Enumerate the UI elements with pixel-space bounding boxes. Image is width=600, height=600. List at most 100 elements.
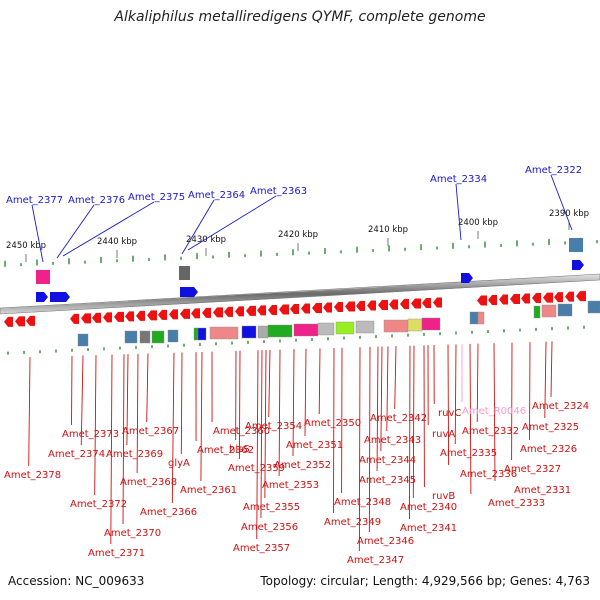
forward-gene-arrow xyxy=(186,287,198,297)
gene-label-amet-2335: Amet_2335 xyxy=(440,448,497,459)
domain-block xyxy=(533,305,541,319)
domain-block xyxy=(209,326,239,340)
reverse-gene-arrow xyxy=(169,309,178,320)
forward-leader-line xyxy=(550,174,573,231)
domain-block xyxy=(151,330,165,344)
domain-block xyxy=(197,327,207,341)
gene-label-amet-2375: Amet_2375 xyxy=(128,192,185,203)
reverse-leader-line xyxy=(200,351,203,482)
gene-label-amet-2327: Amet_2327 xyxy=(504,464,561,475)
reverse-gene-arrow xyxy=(543,292,553,303)
reverse-gene-arrow xyxy=(312,302,322,313)
gene-label-amet-2368: Amet_2368 xyxy=(120,477,177,488)
gene-label-amet-2360: Amet_2360 xyxy=(213,426,270,437)
reverse-gene-arrow xyxy=(279,304,289,315)
gene-label-amet-2351: Amet_2351 xyxy=(286,440,343,451)
reverse-leader-line xyxy=(268,349,271,418)
domain-block xyxy=(267,324,293,338)
forward-leader-line xyxy=(62,201,155,257)
domain-block xyxy=(541,304,557,318)
reverse-leader-line xyxy=(447,344,450,466)
domain-block xyxy=(355,320,375,334)
reverse-gene-arrow xyxy=(125,311,134,322)
reverse-gene-arrow xyxy=(554,292,563,303)
domain-block xyxy=(36,270,50,284)
reverse-leader-line xyxy=(544,341,547,419)
reverse-gene-arrow xyxy=(576,291,586,302)
domain-block xyxy=(257,325,269,339)
reverse-gene-arrow xyxy=(202,307,211,318)
reverse-gene-arrow xyxy=(422,298,431,309)
reverse-gene-arrow xyxy=(4,316,13,327)
scale-label: 2440 kbp xyxy=(97,237,137,247)
domain-block xyxy=(587,300,600,314)
gene-label-amet-2341: Amet_2341 xyxy=(400,523,457,534)
reverse-gene-arrow xyxy=(103,312,112,323)
reverse-gene-arrow xyxy=(268,304,277,315)
domain-block xyxy=(407,318,423,332)
reverse-gene-arrow xyxy=(301,303,310,314)
reverse-gene-arrow xyxy=(411,298,421,309)
reverse-gene-arrow xyxy=(367,300,376,311)
gene-label-amet-2369: Amet_2369 xyxy=(106,449,163,460)
forward-gene-arrow xyxy=(461,273,473,283)
reverse-leader-line xyxy=(110,354,113,545)
reverse-gene-arrow xyxy=(235,306,244,317)
reverse-gene-arrow xyxy=(510,294,520,305)
reverse-leader-line xyxy=(454,344,457,445)
domain-block xyxy=(241,325,257,339)
reverse-leader-line xyxy=(476,343,479,423)
forward-leader-line xyxy=(187,195,277,251)
gene-label-amet-2363: Amet_2363 xyxy=(250,186,307,197)
gene-label-amet-2349: Amet_2349 xyxy=(324,517,381,528)
reverse-gene-arrow xyxy=(257,305,266,316)
forward-leader-line xyxy=(455,183,462,241)
gene-label-amet-2361: Amet_2361 xyxy=(180,485,237,496)
gene-label-amet-2376: Amet_2376 xyxy=(68,195,125,206)
reverse-gene-arrow xyxy=(224,306,233,317)
forward-leader-line xyxy=(181,199,215,255)
reverse-leader-line xyxy=(412,345,415,499)
reverse-leader-line xyxy=(180,352,183,455)
gene-label-amet-2326: Amet_2326 xyxy=(520,444,577,455)
domain-block xyxy=(193,327,199,341)
reverse-gene-arrow xyxy=(433,297,442,308)
gene-label-ruva: ruvA xyxy=(432,429,455,440)
genome-title: Alkaliphilus metalliredigens QYMF, compl… xyxy=(114,9,486,25)
gene-label-amet-2332: Amet_2332 xyxy=(462,426,519,437)
gene-label-amet-2353: Amet_2353 xyxy=(262,480,319,491)
domain-block xyxy=(383,319,409,333)
domain-block xyxy=(317,322,335,336)
gene-label-ruvc: ruvC xyxy=(438,408,461,419)
scale-label: 2420 kbp xyxy=(278,230,318,240)
reverse-leader-line xyxy=(171,352,175,504)
reverse-leader-line xyxy=(304,348,307,437)
gene-label-amet-2336: Amet_2336 xyxy=(460,469,517,480)
reverse-leader-line xyxy=(394,346,397,410)
reverse-leader-line xyxy=(264,350,267,499)
reverse-gene-arrow xyxy=(26,315,35,326)
scale-label: 2400 kbp xyxy=(458,218,498,228)
gene-label-amet-2350: Amet_2350 xyxy=(304,418,361,429)
reverse-leader-line xyxy=(71,355,73,426)
reverse-gene-arrow xyxy=(147,310,157,321)
label-leader-lines xyxy=(28,174,573,552)
reverse-leader-line xyxy=(122,354,125,525)
scale-track: 2450 kbp 2440 kbp 2430 kbp 2420 kbp 2410 kbp… xyxy=(4,209,598,355)
domain-block xyxy=(469,311,479,325)
gene-labels: Amet_2377 Amet_2376 Amet_2375 Amet_2364 Amet… xyxy=(4,165,589,566)
reverse-gene-arrow xyxy=(323,302,332,313)
reverse-strand-genes xyxy=(4,291,586,327)
reverse-gene-arrow xyxy=(488,295,497,306)
forward-strand-genes xyxy=(36,238,584,302)
reverse-leader-line xyxy=(493,343,496,482)
topology-text: Topology: circular; Length: 4,929,566 bp… xyxy=(260,574,590,588)
gene-label-amet-2325: Amet_2325 xyxy=(522,422,579,433)
reverse-gene-arrow xyxy=(334,301,343,312)
domain-block xyxy=(124,330,138,344)
gene-label-amet-2331: Amet_2331 xyxy=(514,485,571,496)
gene-label-amet-2333: Amet_2333 xyxy=(488,498,545,509)
accession-text: Accession: NC_009633 xyxy=(8,574,145,588)
domain-block xyxy=(293,323,319,337)
